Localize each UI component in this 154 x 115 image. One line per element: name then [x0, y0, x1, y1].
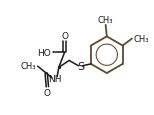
Text: S: S	[77, 62, 84, 72]
Text: HO: HO	[37, 49, 51, 57]
Text: O: O	[44, 88, 51, 97]
Text: O: O	[61, 32, 68, 40]
Text: CH₃: CH₃	[97, 15, 113, 24]
Text: CH₃: CH₃	[20, 61, 36, 70]
Text: NH: NH	[48, 75, 62, 84]
Text: CH₃: CH₃	[133, 35, 149, 44]
